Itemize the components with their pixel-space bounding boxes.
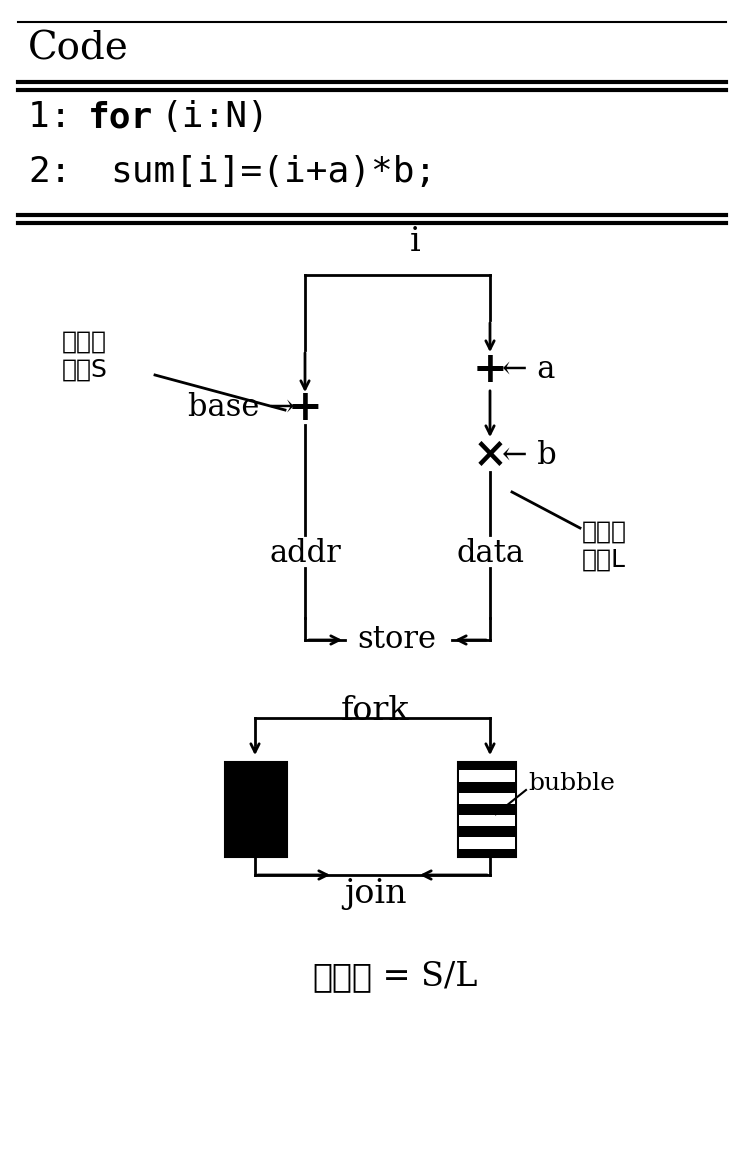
Bar <box>459 837 515 849</box>
Bar <box>459 770 515 782</box>
Text: ×: × <box>472 434 507 476</box>
Text: Code: Code <box>28 30 129 67</box>
Bar <box>225 762 287 857</box>
Text: ← b: ← b <box>502 440 557 470</box>
Text: bubble: bubble <box>528 772 615 795</box>
Text: for: for <box>88 100 153 134</box>
Text: data: data <box>456 538 524 569</box>
Text: +: + <box>288 387 322 429</box>
Bar <box>459 814 515 826</box>
Text: = S/L: = S/L <box>372 960 478 992</box>
Text: base →: base → <box>188 393 295 424</box>
Text: i: i <box>410 226 420 258</box>
Text: addr: addr <box>269 538 341 569</box>
Bar <box>458 762 516 857</box>
Text: 长路径: 长路径 <box>582 520 627 544</box>
Text: ← a: ← a <box>502 355 555 386</box>
Text: 2:: 2: <box>28 155 71 189</box>
Text: join: join <box>344 878 406 910</box>
Text: 吞吐率: 吞吐率 <box>312 960 372 993</box>
Text: fork: fork <box>341 695 409 726</box>
Text: 1:: 1: <box>28 100 93 134</box>
Bar <box>459 792 515 804</box>
Text: 延时S: 延时S <box>62 358 108 382</box>
Text: store: store <box>358 625 437 656</box>
Text: (i:N): (i:N) <box>160 100 269 134</box>
Text: 短路径: 短路径 <box>62 330 107 353</box>
Text: +: + <box>472 349 507 392</box>
Text: 延时L: 延时L <box>582 547 626 572</box>
Text: sum[i]=(i+a)*b;: sum[i]=(i+a)*b; <box>110 155 436 189</box>
